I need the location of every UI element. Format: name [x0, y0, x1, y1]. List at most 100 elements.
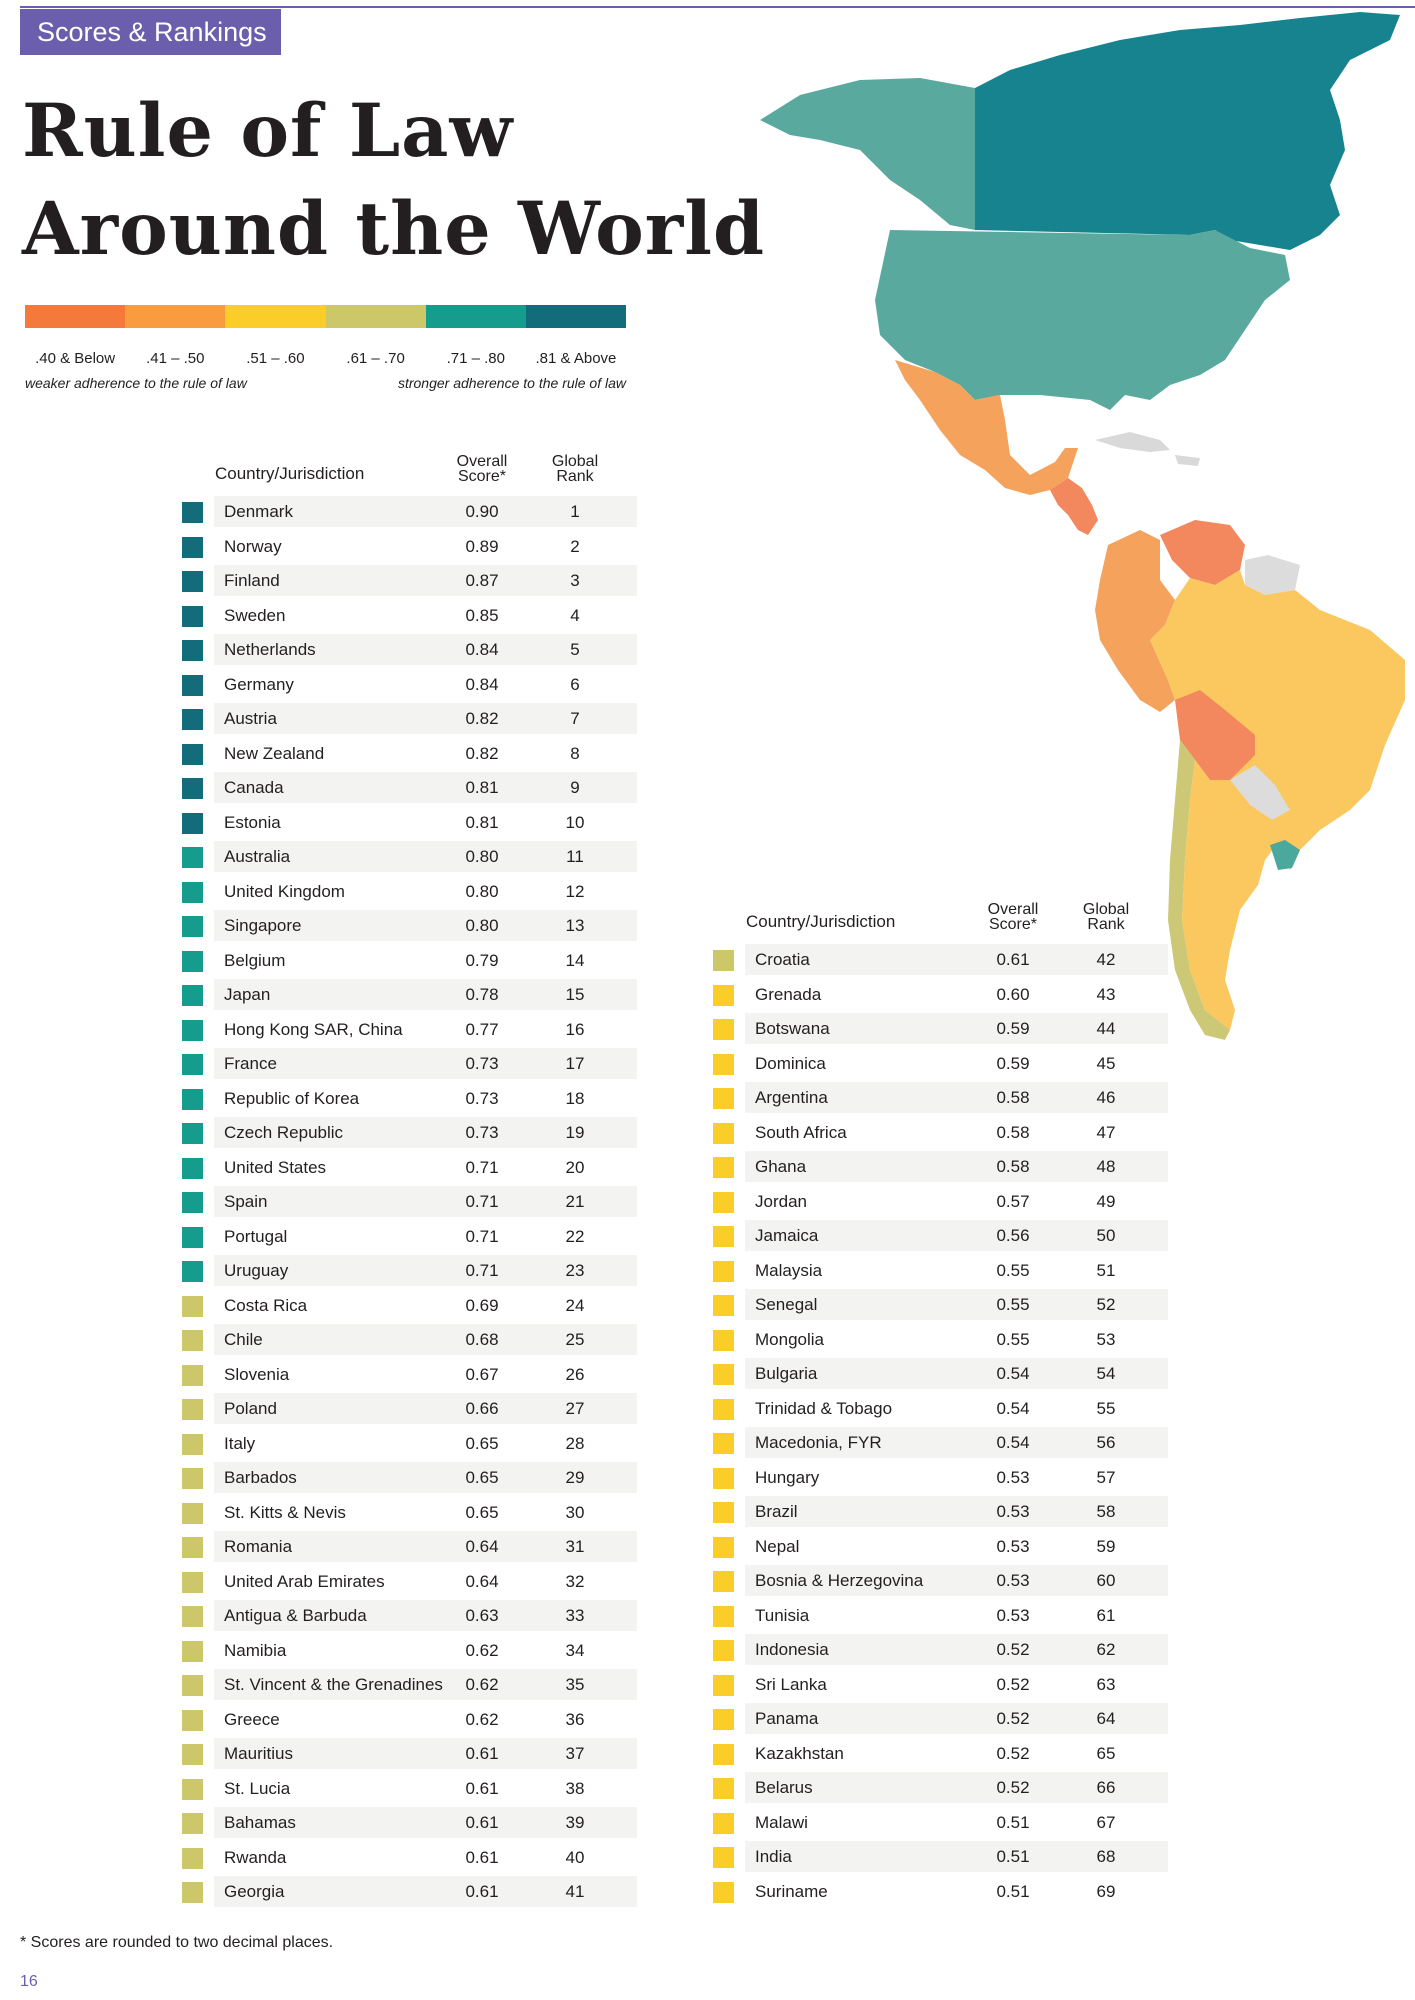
overall-score: 0.52 — [996, 1709, 1030, 1728]
row-background — [745, 1151, 1168, 1182]
table-row: Jordan 0.57 49 — [713, 1184, 1168, 1219]
table-row: United Kingdom 0.80 12 — [182, 874, 637, 909]
table-header: Country/Jurisdiction Overall Score* Globa… — [182, 432, 637, 494]
row-background — [214, 565, 637, 596]
global-rank: 46 — [1096, 1088, 1116, 1107]
footnote: * Scores are rounded to two decimal plac… — [20, 1934, 334, 1951]
overall-score: 0.61 — [465, 1882, 499, 1901]
table-row: United States 0.71 20 — [182, 1150, 637, 1185]
score-color-swatch — [713, 1260, 734, 1282]
global-rank: 21 — [565, 1192, 585, 1211]
overall-score: 0.87 — [465, 571, 499, 590]
global-rank: 47 — [1096, 1122, 1116, 1142]
country-name: Belgium — [224, 950, 286, 970]
country-name: Greece — [224, 1709, 280, 1729]
table-row: Jamaica 0.56 50 — [713, 1218, 1168, 1253]
table-row: Kazakhstan 0.52 65 — [713, 1736, 1168, 1771]
global-rank: 15 — [565, 985, 585, 1004]
country-name: Georgia — [224, 1882, 285, 1901]
global-rank: 9 — [570, 778, 580, 797]
global-rank: 6 — [570, 674, 580, 694]
overall-score: 0.61 — [996, 950, 1030, 969]
table-row: St. Vincent & the Grenadines 0.62 35 — [182, 1667, 637, 1702]
table-row: Denmark 0.90 1 — [182, 494, 637, 529]
overall-score: 0.52 — [996, 1743, 1030, 1763]
overall-score: 0.51 — [996, 1847, 1030, 1866]
global-rank: 36 — [565, 1709, 585, 1729]
global-rank: 56 — [1096, 1433, 1116, 1452]
country-name: Suriname — [755, 1881, 828, 1901]
global-rank: 38 — [565, 1778, 585, 1798]
ranking-table-right: Country/Jurisdiction Overall Score* Globa… — [713, 880, 1168, 1908]
country-name: Botswana — [755, 1019, 830, 1038]
score-color-swatch — [182, 1813, 203, 1834]
overall-score: 0.67 — [465, 1364, 499, 1384]
table-row: Estonia 0.81 10 — [182, 805, 637, 840]
table-row: Croatia 0.61 42 — [713, 942, 1168, 977]
global-rank: 13 — [565, 916, 585, 935]
country-name: Sweden — [224, 605, 286, 625]
global-rank: 35 — [565, 1675, 585, 1694]
global-rank: 3 — [570, 571, 580, 590]
global-rank: 68 — [1096, 1847, 1116, 1866]
table-row: Dominica 0.59 45 — [713, 1046, 1168, 1081]
country-name: Grenada — [755, 984, 822, 1004]
table-row: Barbados 0.65 29 — [182, 1460, 637, 1495]
row-background — [745, 1082, 1168, 1113]
score-color-swatch — [713, 984, 734, 1006]
global-rank: 24 — [565, 1295, 585, 1315]
score-color-swatch — [713, 1433, 734, 1454]
overall-score: 0.54 — [996, 1398, 1030, 1418]
overall-score: 0.61 — [465, 1847, 499, 1867]
score-color-swatch — [182, 1364, 203, 1386]
legend-note-weaker: weaker adherence to the rule of law — [25, 375, 247, 391]
country-name: St. Kitts & Nevis — [224, 1502, 346, 1522]
global-rank: 44 — [1096, 1019, 1116, 1038]
map-chile — [1168, 740, 1230, 1040]
country-name: Spain — [224, 1192, 268, 1211]
global-rank: 48 — [1096, 1157, 1116, 1176]
global-rank: 50 — [1096, 1226, 1116, 1245]
overall-score: 0.53 — [996, 1536, 1030, 1556]
score-color-swatch — [182, 1847, 203, 1869]
country-name: Kazakhstan — [755, 1743, 844, 1763]
global-rank: 2 — [570, 536, 580, 556]
legend-note-stronger: stronger adherence to the rule of law — [397, 375, 626, 391]
table-row: Tunisia 0.53 61 — [713, 1598, 1168, 1633]
map-argentina — [1182, 760, 1280, 1030]
row-background — [214, 496, 637, 527]
table-row: Mongolia 0.55 53 — [713, 1322, 1168, 1357]
overall-score: 0.82 — [465, 743, 499, 763]
overall-score: 0.63 — [465, 1606, 499, 1625]
row-background — [745, 1496, 1168, 1527]
country-name: Netherlands — [224, 640, 316, 659]
top-rule — [20, 6, 1415, 8]
table-row: Namibia 0.62 34 — [182, 1633, 637, 1668]
country-name: Panama — [755, 1709, 819, 1728]
global-rank: 52 — [1096, 1295, 1116, 1314]
legend-label: .61 – .70 — [346, 350, 405, 367]
table-row: Germany 0.84 6 — [182, 667, 637, 702]
country-name: Bulgaria — [755, 1364, 818, 1383]
score-color-swatch — [182, 985, 203, 1006]
page-number: 16 — [20, 1973, 38, 1990]
score-color-swatch — [182, 1882, 203, 1903]
global-rank: 63 — [1096, 1674, 1116, 1694]
score-color-swatch — [182, 1054, 203, 1075]
score-color-swatch — [182, 778, 203, 799]
score-color-swatch — [182, 536, 203, 558]
country-name: St. Vincent & the Grenadines — [224, 1675, 443, 1694]
global-rank: 61 — [1096, 1605, 1116, 1625]
score-color-swatch — [713, 1398, 734, 1420]
global-rank: 66 — [1096, 1778, 1116, 1797]
overall-score: 0.68 — [465, 1330, 499, 1349]
country-name: Australia — [224, 847, 291, 866]
score-color-swatch — [182, 709, 203, 730]
overall-score: 0.71 — [465, 1157, 499, 1177]
country-name: Nepal — [755, 1536, 800, 1556]
global-rank: 20 — [565, 1157, 585, 1177]
country-name: Uruguay — [224, 1261, 289, 1280]
map-central-america — [1050, 478, 1098, 535]
legend-swatch — [25, 305, 126, 328]
row-background — [214, 1117, 637, 1148]
